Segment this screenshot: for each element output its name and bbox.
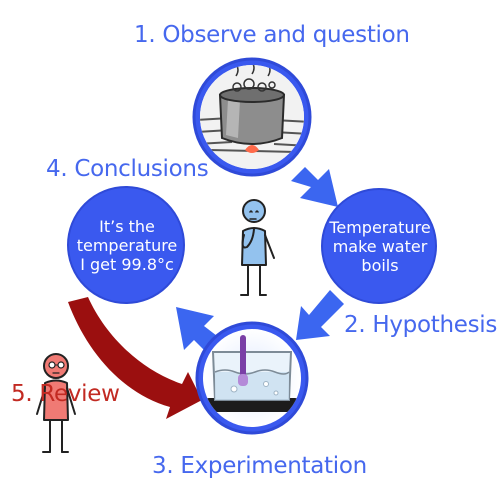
observe-circle xyxy=(192,57,312,177)
arrow-hypothesis-to-experiment xyxy=(296,290,344,340)
hypothesis-line-3: boils xyxy=(361,256,399,275)
hypothesis-line-2: make water xyxy=(332,237,428,256)
conclusions-line-2: temperature xyxy=(76,236,178,255)
hypothesis-circle xyxy=(321,188,437,304)
step-1-label: 1. Observe and question xyxy=(134,22,410,48)
boiling-pot-icon xyxy=(200,65,304,169)
conclusions-line-1: It’s the xyxy=(99,217,155,236)
hypothesis-line-1: Temperature xyxy=(329,218,431,237)
beaker-icon xyxy=(205,335,299,412)
arrow-observe-to-hypothesis xyxy=(291,167,338,207)
step-4-label: 4. Conclusions xyxy=(46,156,209,182)
step-2-label: 2. Hypothesis xyxy=(344,312,498,338)
thinking-figure xyxy=(240,199,275,296)
step-3-label: 3. Experimentation xyxy=(152,453,367,479)
arrow-review xyxy=(68,297,202,419)
hypothesis-text: Temperature make water boils xyxy=(325,218,435,275)
experimentation-circle xyxy=(195,321,309,435)
conclusions-circle xyxy=(67,186,185,304)
conclusions-line-3: I get 99.8°c xyxy=(80,255,174,274)
conclusions-text: It’s the temperature I get 99.8°c xyxy=(70,217,184,274)
reviewing-figure xyxy=(36,353,76,453)
step-5-label: 5. Review xyxy=(11,381,120,407)
